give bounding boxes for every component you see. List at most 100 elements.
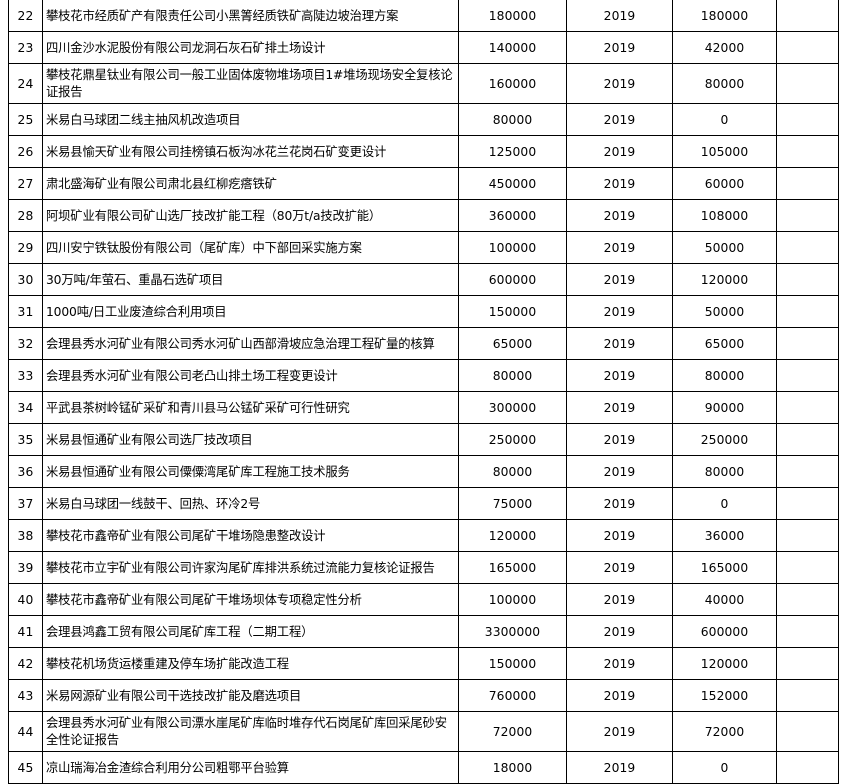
table-row[interactable]: 40 攀枝花市鑫帝矿业有限公司尾矿干堆场坝体专项稳定性分析 100000 2019 40… — [8, 583, 839, 616]
contract-amount-cell[interactable]: 100000 — [458, 583, 567, 616]
remark-cell[interactable] — [776, 487, 839, 520]
remark-cell[interactable] — [776, 679, 839, 712]
table-row[interactable]: 36 米易县恒通矿业有限公司僳僳湾尾矿库工程施工技术服务 80000 2019 8000… — [8, 455, 839, 488]
table-row[interactable]: 32 会理县秀水河矿业有限公司秀水河矿山西部滑坡应急治理工程矿量的核算 65000 2… — [8, 327, 839, 360]
received-amount-cell[interactable]: 105000 — [672, 135, 777, 168]
remark-cell[interactable] — [776, 295, 839, 328]
year-cell[interactable]: 2019 — [566, 359, 673, 392]
year-cell[interactable]: 2019 — [566, 199, 673, 232]
remark-cell[interactable] — [776, 231, 839, 264]
project-name-cell[interactable]: 攀枝花市鑫帝矿业有限公司尾矿干堆场隐患整改设计 — [42, 519, 459, 552]
row-index-cell[interactable]: 41 — [8, 615, 43, 648]
row-index-cell[interactable]: 37 — [8, 487, 43, 520]
remark-cell[interactable] — [776, 167, 839, 200]
received-amount-cell[interactable]: 120000 — [672, 263, 777, 296]
table-row[interactable]: 22 攀枝花市经质矿产有限责任公司小黑箐经质铁矿高陡边坡治理方案 180000 201… — [8, 0, 839, 32]
received-amount-cell[interactable]: 80000 — [672, 359, 777, 392]
year-cell[interactable]: 2019 — [566, 103, 673, 136]
remark-cell[interactable] — [776, 63, 839, 104]
received-amount-cell[interactable]: 0 — [672, 103, 777, 136]
year-cell[interactable]: 2019 — [566, 391, 673, 424]
contract-amount-cell[interactable]: 125000 — [458, 135, 567, 168]
project-name-cell[interactable]: 米易县愉天矿业有限公司挂榜镇石板沟冰花兰花岗石矿变更设计 — [42, 135, 459, 168]
project-name-cell[interactable]: 米易网源矿业有限公司干选技改扩能及磨选项目 — [42, 679, 459, 712]
project-name-cell[interactable]: 会理县秀水河矿业有限公司漂水崖尾矿库临时堆存代石岗尾矿库回采尾砂安全性论证报告 — [42, 711, 459, 752]
row-index-cell[interactable]: 45 — [8, 751, 43, 784]
contract-amount-cell[interactable]: 165000 — [458, 551, 567, 584]
table-row[interactable]: 35 米易县恒通矿业有限公司选厂技改项目 250000 2019 250000 — [8, 423, 839, 456]
project-name-cell[interactable]: 会理县秀水河矿业有限公司秀水河矿山西部滑坡应急治理工程矿量的核算 — [42, 327, 459, 360]
remark-cell[interactable] — [776, 551, 839, 584]
contract-amount-cell[interactable]: 140000 — [458, 31, 567, 64]
table-row[interactable]: 43 米易网源矿业有限公司干选技改扩能及磨选项目 760000 2019 152000 — [8, 679, 839, 712]
table-row[interactable]: 30 30万吨/年萤石、重晶石选矿项目 600000 2019 120000 — [8, 263, 839, 296]
remark-cell[interactable] — [776, 583, 839, 616]
contract-amount-cell[interactable]: 100000 — [458, 231, 567, 264]
contract-amount-cell[interactable]: 760000 — [458, 679, 567, 712]
row-index-cell[interactable]: 40 — [8, 583, 43, 616]
year-cell[interactable]: 2019 — [566, 647, 673, 680]
table-row[interactable]: 45 凉山瑞海冶金渣综合利用分公司粗鄂平台验算 18000 2019 0 — [8, 751, 839, 784]
row-index-cell[interactable]: 32 — [8, 327, 43, 360]
row-index-cell[interactable]: 39 — [8, 551, 43, 584]
project-name-cell[interactable]: 四川金沙水泥股份有限公司龙洞石灰石矿排土场设计 — [42, 31, 459, 64]
row-index-cell[interactable]: 43 — [8, 679, 43, 712]
row-index-cell[interactable]: 44 — [8, 711, 43, 752]
received-amount-cell[interactable]: 50000 — [672, 231, 777, 264]
table-row[interactable]: 24 攀枝花鼎星钛业有限公司一般工业固体废物堆场项目1#堆场现场安全复核论证报告 1… — [8, 63, 839, 104]
remark-cell[interactable] — [776, 711, 839, 752]
year-cell[interactable]: 2019 — [566, 583, 673, 616]
row-index-cell[interactable]: 42 — [8, 647, 43, 680]
contract-amount-cell[interactable]: 250000 — [458, 423, 567, 456]
table-row[interactable]: 31 1000吨/日工业废渣综合利用项目 150000 2019 50000 — [8, 295, 839, 328]
received-amount-cell[interactable]: 40000 — [672, 583, 777, 616]
year-cell[interactable]: 2019 — [566, 679, 673, 712]
year-cell[interactable]: 2019 — [566, 551, 673, 584]
contract-amount-cell[interactable]: 75000 — [458, 487, 567, 520]
row-index-cell[interactable]: 26 — [8, 135, 43, 168]
contract-amount-cell[interactable]: 120000 — [458, 519, 567, 552]
row-index-cell[interactable]: 24 — [8, 63, 43, 104]
row-index-cell[interactable]: 28 — [8, 199, 43, 232]
year-cell[interactable]: 2019 — [566, 751, 673, 784]
project-name-cell[interactable]: 米易县恒通矿业有限公司选厂技改项目 — [42, 423, 459, 456]
row-index-cell[interactable]: 31 — [8, 295, 43, 328]
project-name-cell[interactable]: 1000吨/日工业废渣综合利用项目 — [42, 295, 459, 328]
row-index-cell[interactable]: 38 — [8, 519, 43, 552]
contract-amount-cell[interactable]: 180000 — [458, 0, 567, 32]
year-cell[interactable]: 2019 — [566, 519, 673, 552]
received-amount-cell[interactable]: 80000 — [672, 63, 777, 104]
table-row[interactable]: 44 会理县秀水河矿业有限公司漂水崖尾矿库临时堆存代石岗尾矿库回采尾砂安全性论证报… — [8, 711, 839, 752]
contract-amount-cell[interactable]: 80000 — [458, 359, 567, 392]
received-amount-cell[interactable]: 120000 — [672, 647, 777, 680]
table-row[interactable]: 33 会理县秀水河矿业有限公司老凸山排土场工程变更设计 80000 2019 80000 — [8, 359, 839, 392]
remark-cell[interactable] — [776, 359, 839, 392]
contract-amount-cell[interactable]: 160000 — [458, 63, 567, 104]
remark-cell[interactable] — [776, 263, 839, 296]
received-amount-cell[interactable]: 180000 — [672, 0, 777, 32]
year-cell[interactable]: 2019 — [566, 167, 673, 200]
table-row[interactable]: 34 平武县茶树岭锰矿采矿和青川县马公锰矿采矿可行性研究 300000 2019 900… — [8, 391, 839, 424]
project-name-cell[interactable]: 四川安宁铁钛股份有限公司（尾矿库）中下部回采实施方案 — [42, 231, 459, 264]
project-name-cell[interactable]: 攀枝花市立宇矿业有限公司许家沟尾矿库排洪系统过流能力复核论证报告 — [42, 551, 459, 584]
project-name-cell[interactable]: 攀枝花市鑫帝矿业有限公司尾矿干堆场坝体专项稳定性分析 — [42, 583, 459, 616]
row-index-cell[interactable]: 35 — [8, 423, 43, 456]
year-cell[interactable]: 2019 — [566, 0, 673, 32]
remark-cell[interactable] — [776, 135, 839, 168]
received-amount-cell[interactable]: 0 — [672, 751, 777, 784]
table-row[interactable]: 41 会理县鸿鑫工贸有限公司尾矿库工程（二期工程） 3300000 2019 60000… — [8, 615, 839, 648]
remark-cell[interactable] — [776, 199, 839, 232]
project-name-cell[interactable]: 攀枝花机场货运楼重建及停车场扩能改造工程 — [42, 647, 459, 680]
year-cell[interactable]: 2019 — [566, 31, 673, 64]
remark-cell[interactable] — [776, 615, 839, 648]
received-amount-cell[interactable]: 250000 — [672, 423, 777, 456]
received-amount-cell[interactable]: 36000 — [672, 519, 777, 552]
remark-cell[interactable] — [776, 647, 839, 680]
table-row[interactable]: 26 米易县愉天矿业有限公司挂榜镇石板沟冰花兰花岗石矿变更设计 125000 2019… — [8, 135, 839, 168]
year-cell[interactable]: 2019 — [566, 423, 673, 456]
contract-amount-cell[interactable]: 300000 — [458, 391, 567, 424]
remark-cell[interactable] — [776, 751, 839, 784]
contract-amount-cell[interactable]: 65000 — [458, 327, 567, 360]
remark-cell[interactable] — [776, 0, 839, 32]
year-cell[interactable]: 2019 — [566, 231, 673, 264]
